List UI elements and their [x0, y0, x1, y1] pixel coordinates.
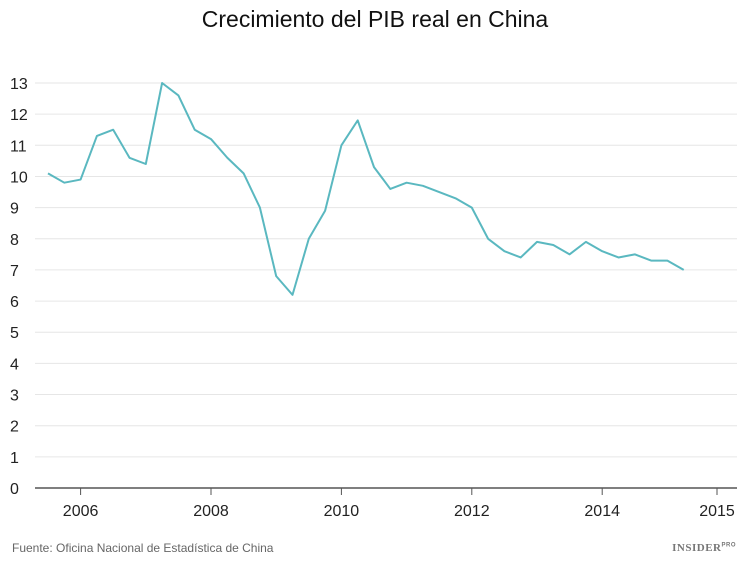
x-tick-label: 2010: [324, 503, 360, 520]
y-tick-label: 13: [10, 76, 28, 93]
chart-title: Crecimiento del PIB real en China: [201, 6, 549, 32]
logo-sup: PRO: [721, 542, 736, 549]
y-tick-label: 4: [10, 356, 19, 373]
y-tick-label: 9: [10, 201, 19, 218]
x-tick-label: 2012: [454, 503, 490, 520]
y-tick-label: 12: [10, 107, 28, 124]
x-tick-label: 2015: [699, 503, 735, 520]
logo-text: INSIDER: [672, 542, 722, 554]
y-tick-label: 8: [10, 232, 19, 249]
y-tick-label: 6: [10, 294, 19, 311]
insider-pro-logo: INSIDERPRO: [672, 542, 736, 554]
y-tick-label: 0: [10, 481, 19, 498]
y-tick-label: 3: [10, 388, 19, 405]
x-tick-label: 2014: [584, 503, 620, 520]
source-note: Fuente: Oficina Nacional de Estadística …: [12, 541, 274, 555]
y-tick-label: 7: [10, 263, 19, 280]
y-tick-label: 1: [10, 450, 19, 467]
y-tick-label: 11: [10, 138, 27, 155]
y-tick-label: 5: [10, 325, 19, 342]
gdp-growth-line: [47, 82, 685, 296]
y-tick-label: 10: [10, 169, 28, 186]
x-tick-label: 2006: [63, 503, 99, 520]
y-tick-label: 2: [10, 419, 19, 436]
x-tick-label: 2008: [193, 503, 229, 520]
